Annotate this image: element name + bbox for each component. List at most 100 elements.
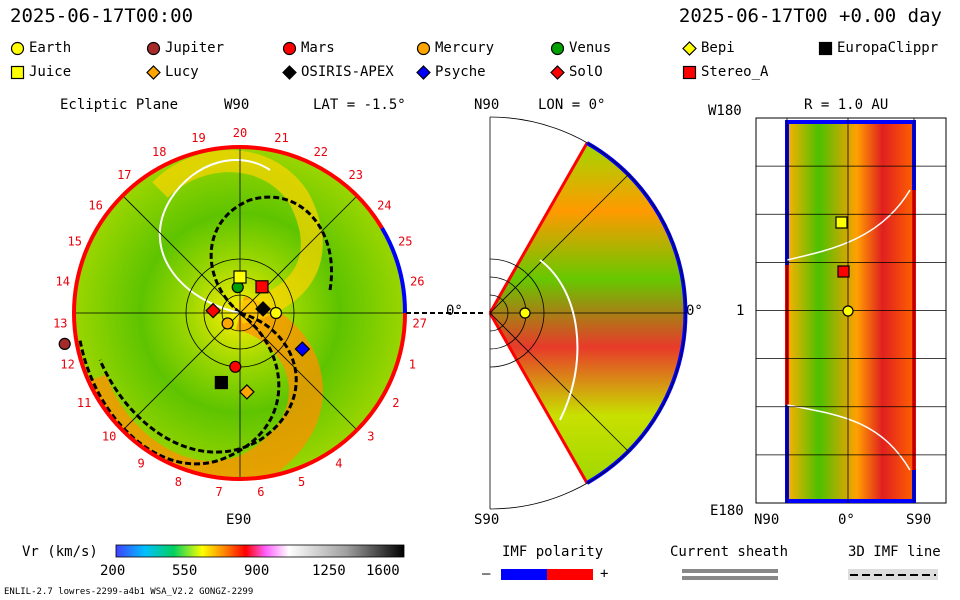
legend-item-solo: SolO	[550, 64, 603, 80]
circle-icon	[416, 41, 431, 55]
legend-item-bepi: Bepi	[682, 40, 735, 56]
meridional-bottom-label: S90	[474, 512, 500, 528]
carrington-label: 4	[335, 456, 342, 470]
header-left-time: 2025-06-17T00:00	[10, 5, 194, 27]
radial-mid-left: 1	[736, 303, 745, 319]
carrington-label: 3	[367, 430, 374, 444]
legend-label: Earth	[29, 40, 72, 56]
meridional-lon-label: LON = 0°	[538, 97, 606, 113]
body-earth	[269, 306, 283, 320]
carrington-label: 15	[67, 235, 81, 249]
legend-label: Psyche	[435, 64, 486, 80]
body-lucy	[239, 384, 255, 400]
legend-item-venus: Venus	[550, 40, 611, 56]
radial-x-mid: 0°	[838, 512, 855, 528]
ecliptic-right-label: 0°	[446, 303, 463, 319]
meridional-diag-2	[489, 312, 630, 453]
meridional-diag-1	[489, 173, 630, 314]
carrington-label: 9	[137, 456, 144, 470]
diamond-icon	[550, 64, 565, 80]
body-europaclippr	[214, 375, 228, 390]
legend-label: Venus	[569, 40, 612, 56]
polarity-arc-pos-upper	[72, 145, 241, 314]
ecliptic-lat-label: LAT = -1.5°	[313, 97, 406, 113]
meridional-edge-bottom	[488, 312, 589, 484]
colorbar-tick-3: 900	[244, 563, 270, 579]
legend-item-europaclippr: EuropaClippr	[818, 40, 938, 56]
carrington-label: 18	[152, 145, 166, 159]
current-sheath	[158, 159, 271, 314]
legend-item-osiris-apex: OSIRIS-APEX	[282, 64, 394, 80]
colorbar-tick-4: 1250	[312, 563, 346, 579]
imf-pos-swatch	[547, 569, 593, 580]
diamond-icon	[682, 40, 697, 56]
colorbar	[115, 544, 405, 558]
body-osiris-apex	[255, 301, 271, 317]
carrington-label: 21	[274, 131, 288, 145]
carrington-label: 6	[257, 485, 264, 499]
diamond-icon	[146, 64, 161, 80]
meridional-edge-top	[488, 142, 589, 314]
legend-label: Jupiter	[165, 40, 225, 56]
legend-label: EuropaClippr	[837, 40, 939, 56]
legend-label: OSIRIS-APEX	[301, 64, 394, 80]
imf-line-3	[209, 195, 333, 315]
carrington-label: 13	[53, 317, 67, 331]
radial-top-left: W180	[708, 103, 742, 119]
ecliptic-bottom-label: E90	[226, 512, 252, 528]
meridional-earth	[519, 307, 531, 319]
body-juice	[233, 270, 247, 284]
legend-item-psyche: Psyche	[416, 64, 486, 80]
ecliptic-title: Ecliptic Plane	[60, 97, 179, 113]
legend-item-lucy: Lucy	[146, 64, 199, 80]
polarity-arc-pos-left	[72, 312, 241, 481]
radial-sheath-top	[786, 189, 911, 261]
carrington-label: 14	[55, 275, 69, 289]
axis-d2	[122, 195, 358, 431]
carrington-label: 8	[175, 475, 182, 489]
colorbar-tick-1: 200	[100, 563, 126, 579]
radial-juice	[835, 216, 848, 229]
carrington-label: 7	[215, 485, 222, 499]
radial-bottom-left: E180	[710, 503, 744, 519]
imf-line-1	[98, 311, 298, 454]
carrington-label: 16	[88, 199, 102, 213]
legend-item-stereo-a: Stereo_A	[682, 64, 768, 80]
circle-icon	[282, 41, 297, 55]
circle-icon	[146, 41, 161, 55]
ecliptic-plot: 20 21222324252627123456789101112131415161…	[53, 126, 485, 499]
body-solo	[205, 302, 221, 319]
circle-icon	[10, 41, 25, 55]
imf-plus: +	[600, 566, 609, 582]
body-jupiter	[58, 337, 71, 351]
polarity-arc-pos-right	[355, 312, 408, 432]
carrington-label: 22	[314, 145, 328, 159]
meridional-right-label: 0°	[686, 303, 703, 319]
legend-item-mercury: Mercury	[416, 40, 494, 56]
legend-label: Juice	[29, 64, 72, 80]
imf-line-2	[78, 311, 281, 466]
circle-icon	[550, 41, 565, 55]
meridional-ring-3	[489, 258, 545, 368]
body-stereo-a	[255, 280, 269, 294]
radial-x-right: S90	[906, 512, 932, 528]
legend-label: Bepi	[701, 40, 735, 56]
square-icon	[682, 65, 697, 79]
radial-plot	[755, 117, 947, 504]
square-icon	[818, 41, 833, 55]
colorbar-label: Vr (km/s)	[22, 544, 98, 560]
carrington-label: 19	[191, 131, 205, 145]
radial-x-left: N90	[754, 512, 780, 528]
radial-r-label: R = 1.0 AU	[804, 97, 889, 113]
legend-label: Mercury	[435, 40, 495, 56]
legend-item-jupiter: Jupiter	[146, 40, 224, 56]
diamond-icon	[282, 64, 297, 80]
polarity-arc-pos-bottom	[239, 428, 359, 481]
footer-model: ENLIL-2.7 lowres-2299-a4b1 WSA_V2.2 GONG…	[4, 587, 254, 597]
meridional-plot	[488, 116, 688, 510]
body-mercury	[221, 317, 234, 330]
legend-label: Lucy	[165, 64, 199, 80]
body-psyche	[294, 341, 311, 357]
carrington-label: 1	[409, 358, 416, 372]
